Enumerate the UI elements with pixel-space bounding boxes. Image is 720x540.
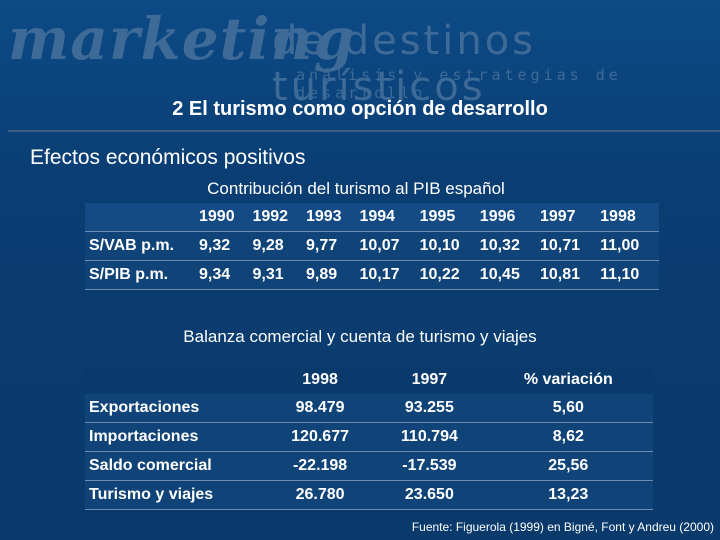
table-cell: -22.198 — [265, 451, 376, 481]
table-cell: 10,17 — [359, 260, 420, 290]
slide-subtitle: Efectos económicos positivos — [30, 146, 306, 169]
trade-balance-table: 1998 1997 % variación Exportaciones 98.4… — [85, 366, 653, 510]
table-cell: 10,32 — [479, 231, 540, 261]
table-cell: 9,32 — [199, 231, 253, 261]
year-header: 1996 — [479, 208, 516, 225]
brand-main-text: marketing — [8, 5, 356, 73]
table-row: Importaciones 120.677 110.794 8,62 — [85, 422, 653, 452]
column-header: % variación — [483, 366, 653, 394]
year-header: 1990 — [199, 208, 235, 225]
gdp-contribution-table: 1990 1992 1993 1994 1995 1996 1997 1998 … — [85, 203, 659, 290]
table-cell: 98.479 — [265, 394, 376, 423]
year-header: 1992 — [252, 208, 289, 225]
table-cell: 9,77 — [305, 231, 360, 261]
table-cell: 13,23 — [483, 480, 653, 510]
table-cell: -17.539 — [375, 451, 484, 481]
column-header: 1998 — [265, 366, 376, 394]
table-row: Exportaciones 98.479 93.255 5,60 — [85, 394, 653, 423]
column-header: 1997 — [375, 366, 484, 394]
balance-table-title: Balanza comercial y cuenta de turismo y … — [183, 327, 537, 346]
year-header: 1995 — [419, 208, 456, 225]
gdp-table-corner — [85, 203, 199, 232]
table-cell: 120.677 — [265, 422, 376, 452]
row-label: Saldo comercial — [85, 451, 265, 481]
table-cell: 9,89 — [305, 260, 360, 290]
table-row: Turismo y viajes 26.780 23.650 13,23 — [85, 480, 653, 510]
table-cell: 26.780 — [265, 480, 376, 510]
table-cell: 5,60 — [483, 394, 653, 423]
table-cell: 25,56 — [483, 451, 653, 481]
table-cell: 10,71 — [539, 231, 601, 261]
source-citation: Fuente: Figuerola (1999) en Bigné, Font … — [411, 520, 714, 534]
row-label: S/PIB p.m. — [85, 260, 199, 290]
row-label: Exportaciones — [85, 394, 265, 423]
table-cell: 23.650 — [375, 480, 484, 510]
table-cell: 10,22 — [419, 260, 480, 290]
year-header: 1993 — [305, 208, 342, 225]
year-header: 1998 — [600, 208, 636, 225]
table-cell: 9,31 — [252, 260, 306, 290]
table-row: S/VAB p.m. 9,32 9,28 9,77 10,07 10,10 10… — [85, 231, 659, 261]
table-cell: 11,10 — [600, 260, 659, 290]
year-header: 1994 — [359, 208, 396, 225]
row-label: S/VAB p.m. — [85, 231, 199, 261]
title-divider — [8, 130, 720, 132]
table-cell: 10,45 — [479, 260, 540, 290]
table-cell: 9,28 — [252, 231, 306, 261]
table-cell: 10,10 — [419, 231, 480, 261]
year-header: 1997 — [539, 208, 576, 225]
table-cell: 11,00 — [600, 231, 659, 261]
row-label: Importaciones — [85, 422, 265, 452]
balance-table-corner — [85, 366, 265, 394]
table-cell: 93.255 — [375, 394, 484, 423]
gdp-table-header-row: 1990 1992 1993 1994 1995 1996 1997 1998 — [85, 203, 659, 232]
table-row: S/PIB p.m. 9,34 9,31 9,89 10,17 10,22 10… — [85, 260, 659, 290]
brand-sub-text: de destinos turísticos — [272, 18, 537, 110]
title-banner: marketing de destinos turísticos análisi… — [0, 0, 720, 110]
brand-tagline: análisis y estrategias de desarrollo — [296, 66, 622, 102]
gdp-table-title: Contribución del turismo al PIB español — [207, 179, 505, 198]
table-cell: 9,34 — [199, 260, 253, 290]
table-cell: 110.794 — [375, 422, 484, 452]
section-title: 2 El turismo como opción de desarrollo — [172, 98, 548, 120]
row-label: Turismo y viajes — [85, 480, 265, 510]
table-cell: 10,07 — [359, 231, 420, 261]
balance-table-header-row: 1998 1997 % variación — [85, 366, 653, 394]
table-cell: 8,62 — [483, 422, 653, 452]
table-cell: 10,81 — [539, 260, 601, 290]
table-row: Saldo comercial -22.198 -17.539 25,56 — [85, 451, 653, 481]
